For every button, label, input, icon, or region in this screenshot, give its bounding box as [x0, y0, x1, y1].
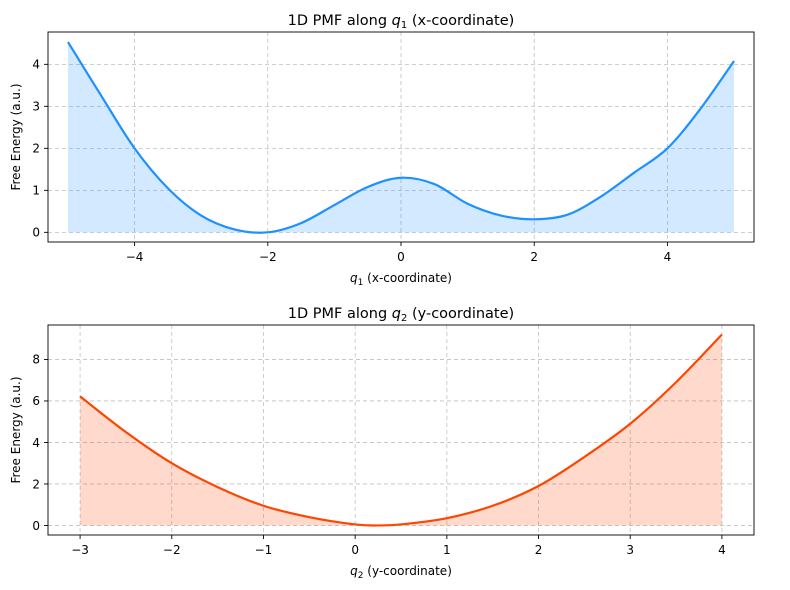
y-tick-label-2-0: 0 [32, 519, 40, 533]
pmf-line-2 [79, 333, 723, 527]
y-tick-label-1-2: 2 [32, 142, 40, 156]
x-tick-label-2-5: 2 [535, 543, 543, 557]
x-tick-label-1-1: −2 [259, 250, 277, 264]
subplot-2: −3 −2 −1 0 1 2 3 4 0 2 4 6 8 1D PMF along q2 (y-coord… [9, 306, 755, 581]
y-tick-label-2-4: 8 [32, 353, 40, 367]
x-axis-label-2: q2 (y-coordinate) [350, 564, 452, 581]
chart-title-1: 1D PMF along q1 (x-coordinate) [288, 13, 515, 31]
x-axis-label-1: q1 (x-coordinate) [350, 271, 452, 288]
x-tick-label-2-6: 3 [626, 543, 634, 557]
chart-title-2: 1D PMF along q2 (y-coordinate) [288, 306, 514, 324]
x-tick-label-2-7: 4 [718, 543, 726, 557]
y-tick-label-2-3: 6 [32, 394, 40, 408]
x-tick-label-2-1: −2 [163, 543, 181, 557]
x-tick-label-2-2: −1 [255, 543, 273, 557]
y-axis-label-2: Free Energy (a.u.) [9, 376, 23, 483]
x-tick-label-1-3: 2 [530, 250, 538, 264]
y-tick-label-1-0: 0 [32, 226, 40, 240]
x-tick-label-2-0: −3 [71, 543, 89, 557]
axes-frame-2 [47, 324, 755, 536]
y-tick-label-1-3: 3 [32, 100, 40, 114]
y-tick-label-2-2: 4 [32, 436, 40, 450]
x-tick-label-2-4: 1 [443, 543, 451, 557]
pmf-line-1 [67, 41, 735, 234]
y-tick-label-1-4: 4 [32, 58, 40, 72]
pmf-area-1 [67, 42, 735, 233]
x-tick-label-2-3: 0 [351, 543, 359, 557]
subplot-1: −4 −2 0 2 4 0 1 2 3 4 1D PMF along q1 (x-coordinat… [9, 13, 755, 288]
x-tick-label-1-0: −4 [126, 250, 144, 264]
y-tick-label-1-1: 1 [32, 184, 40, 198]
y-axis-label-1: Free Energy (a.u.) [9, 83, 23, 190]
y-tick-label-2-1: 2 [32, 477, 40, 491]
pmf-area-2 [80, 334, 722, 526]
x-tick-label-1-4: 4 [664, 250, 672, 264]
x-tick-label-1-2: 0 [397, 250, 405, 264]
